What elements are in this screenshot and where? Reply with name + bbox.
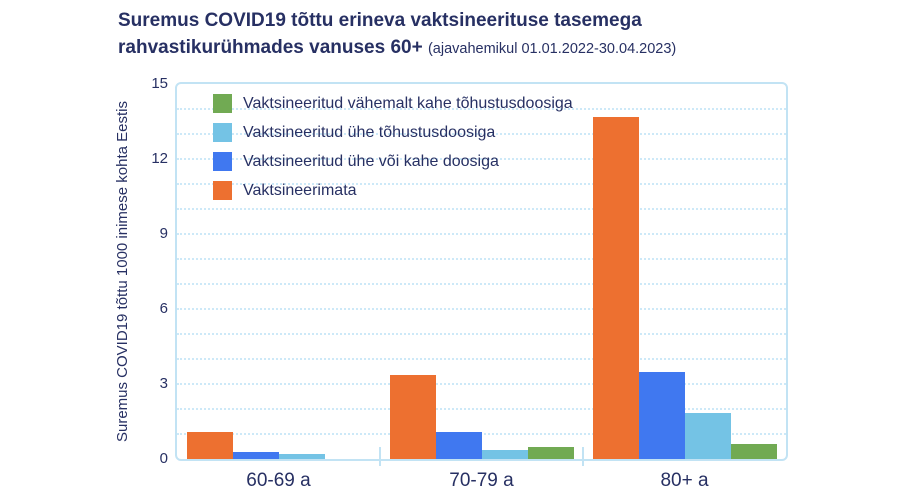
bar-70-79a-s3 (527, 446, 574, 459)
bar-80+a-s0 (592, 116, 639, 459)
bar-70-79a-s1 (435, 431, 482, 459)
x-tick-label-2: 70-79 a (449, 470, 514, 491)
legend-swatch-0 (213, 181, 232, 200)
bar-80+a-s2 (684, 412, 731, 459)
gridline-y-6 (177, 308, 786, 310)
x-axis-divider-1 (379, 447, 381, 466)
gridline-y-13 (177, 133, 786, 135)
gridline-y-8 (177, 258, 786, 260)
x-tick-label-3: 80+ a (660, 470, 709, 491)
bar-60-69a-s1 (232, 451, 279, 459)
gridline-y-5 (177, 333, 786, 335)
y-axis-title: Suremus COVID19 tõttu 1000 inimese kohta… (112, 82, 132, 461)
x-axis-divider-2 (582, 447, 584, 466)
bar-70-79a-s0 (389, 375, 436, 459)
legend-label-0: Vaktsineerimata (243, 181, 357, 199)
gridline-y-12 (177, 158, 786, 160)
legend: Vaktsineeritud vähemalt kahe tõhustusdoo… (213, 94, 573, 210)
gridline-y-14 (177, 108, 786, 110)
legend-swatch-2 (213, 123, 232, 142)
y-tick-label-9: 9 (159, 225, 168, 242)
gridline-y-9 (177, 233, 786, 235)
gridline-y-3 (177, 383, 786, 385)
legend-item-2: Vaktsineeritud ühe tõhustusdoosiga (213, 123, 573, 142)
plot-area (175, 82, 788, 461)
y-tick-label-15: 15 (151, 75, 168, 92)
chart-title-period-note: (ajavahemikul 01.01.2022-30.04.2023) (427, 40, 677, 57)
legend-item-0: Vaktsineerimata (213, 181, 573, 200)
bar-80+a-s1 (638, 371, 685, 459)
bar-60-69a-s0 (186, 431, 233, 459)
y-tick-label-12: 12 (151, 150, 168, 167)
legend-label-2: Vaktsineeritud ühe tõhustusdoosiga (243, 123, 496, 141)
legend-label-3: Vaktsineeritud vähemalt kahe tõhustusdoo… (243, 94, 573, 112)
legend-swatch-3 (213, 94, 232, 113)
y-tick-label-3: 3 (159, 375, 168, 392)
chart-title-text: Suremus COVID19 tõttu erineva vaktsineer… (118, 10, 642, 58)
gridline-y-4 (177, 358, 786, 360)
gridline-y-1 (177, 433, 786, 435)
x-tick-label-1: 60-69 a (246, 470, 311, 491)
y-axis-title-text: Suremus COVID19 tõttu 1000 inimese kohta… (113, 100, 131, 443)
legend-item-3: Vaktsineeritud vähemalt kahe tõhustusdoo… (213, 94, 573, 113)
bar-60-69a-s2 (278, 454, 325, 459)
y-tick-label-0: 0 (159, 450, 168, 467)
gridline-y-11 (177, 183, 786, 185)
y-tick-label-6: 6 (159, 300, 168, 317)
gridline-y-10 (177, 208, 786, 210)
bar-70-79a-s2 (481, 450, 528, 459)
legend-swatch-1 (213, 152, 232, 171)
gridline-y-2 (177, 408, 786, 410)
bar-80+a-s3 (730, 444, 777, 459)
legend-item-1: Vaktsineeritud ühe või kahe doosiga (213, 152, 573, 171)
chart-title: Suremus COVID19 tõttu erineva vaktsineer… (118, 8, 818, 61)
gridline-y-7 (177, 283, 786, 285)
legend-label-1: Vaktsineeritud ühe või kahe doosiga (243, 152, 499, 170)
